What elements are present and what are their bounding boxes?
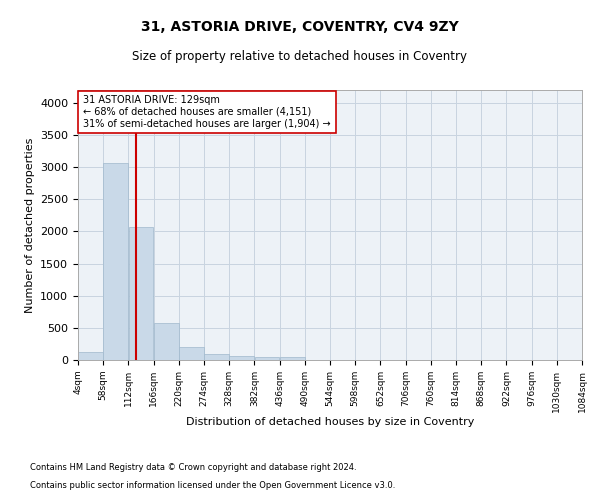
Y-axis label: Number of detached properties: Number of detached properties [25,138,35,312]
Bar [229,356,254,360]
Bar [78,352,103,360]
Bar [254,357,280,360]
Text: Size of property relative to detached houses in Coventry: Size of property relative to detached ho… [133,50,467,63]
Text: Contains HM Land Registry data © Crown copyright and database right 2024.: Contains HM Land Registry data © Crown c… [30,464,356,472]
Bar [103,164,128,360]
Text: Contains public sector information licensed under the Open Government Licence v3: Contains public sector information licen… [30,481,395,490]
Text: 31 ASTORIA DRIVE: 129sqm
← 68% of detached houses are smaller (4,151)
31% of sem: 31 ASTORIA DRIVE: 129sqm ← 68% of detach… [83,96,331,128]
Bar [179,347,204,360]
Text: 31, ASTORIA DRIVE, COVENTRY, CV4 9ZY: 31, ASTORIA DRIVE, COVENTRY, CV4 9ZY [141,20,459,34]
X-axis label: Distribution of detached houses by size in Coventry: Distribution of detached houses by size … [186,418,474,428]
Bar [204,354,229,360]
Bar [128,227,154,360]
Bar [154,324,179,360]
Bar [280,357,305,360]
